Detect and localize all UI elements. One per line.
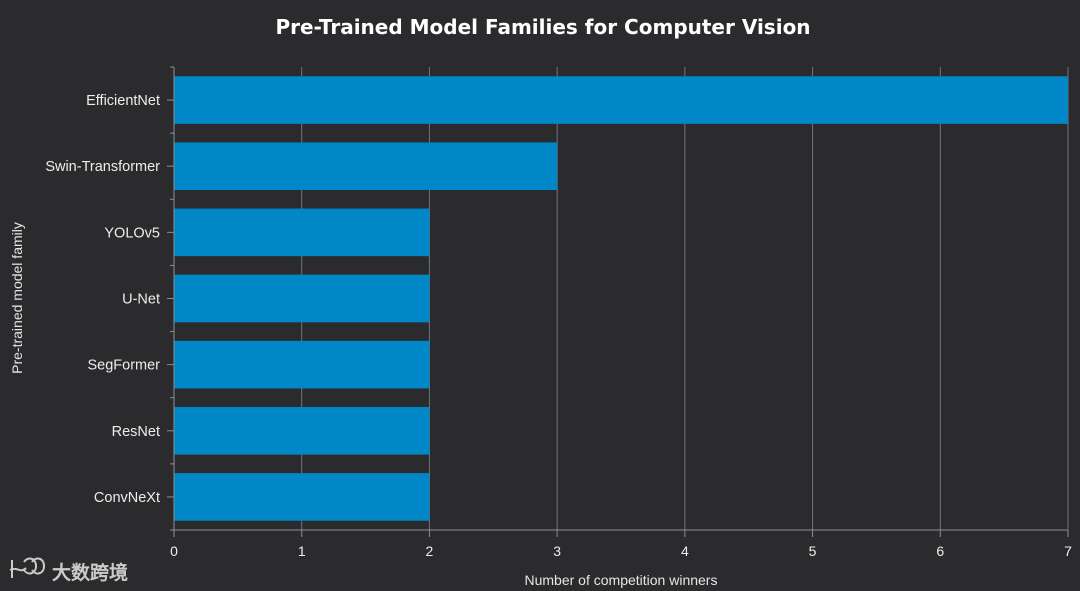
category-label: YOLOv5 (104, 225, 160, 241)
x-tick-label: 2 (426, 543, 434, 559)
x-tick-labels: 0 1 2 3 4 5 6 7 (170, 543, 1072, 559)
category-label: U-Net (122, 292, 160, 308)
category-label: ResNet (112, 424, 160, 440)
x-tick-label: 6 (936, 543, 944, 559)
x-tick-label: 3 (553, 543, 561, 559)
bar (174, 76, 1068, 124)
x-tick-label: 7 (1064, 543, 1072, 559)
category-labels: EfficientNet Swin-Transformer YOLOv5 U-Net S… (45, 93, 160, 506)
chart-title: Pre-Trained Model Families for Computer … (275, 15, 810, 39)
category-label: Swin-Transformer (45, 159, 160, 175)
bars (174, 76, 1068, 521)
x-tick-label: 1 (298, 543, 306, 559)
x-tick-label: 5 (809, 543, 817, 559)
bar (174, 406, 430, 455)
bar (174, 340, 430, 389)
x-axis-label: Number of competition winners (525, 572, 718, 588)
watermark: 大数跨境 (9, 557, 128, 584)
category-label: ConvNeXt (94, 490, 160, 506)
category-label: SegFormer (87, 358, 160, 374)
x-tick-label: 0 (170, 543, 178, 559)
bar (174, 473, 430, 521)
y-axis-label: Pre-trained model family (9, 222, 25, 374)
x-tick-label: 4 (681, 543, 689, 559)
category-label: EfficientNet (86, 93, 160, 109)
bar (174, 142, 558, 191)
bar (174, 274, 430, 323)
axes (167, 66, 1069, 537)
bar (174, 208, 430, 257)
watermark-text: 大数跨境 (52, 561, 128, 584)
watermark-logo-icon (9, 557, 46, 578)
